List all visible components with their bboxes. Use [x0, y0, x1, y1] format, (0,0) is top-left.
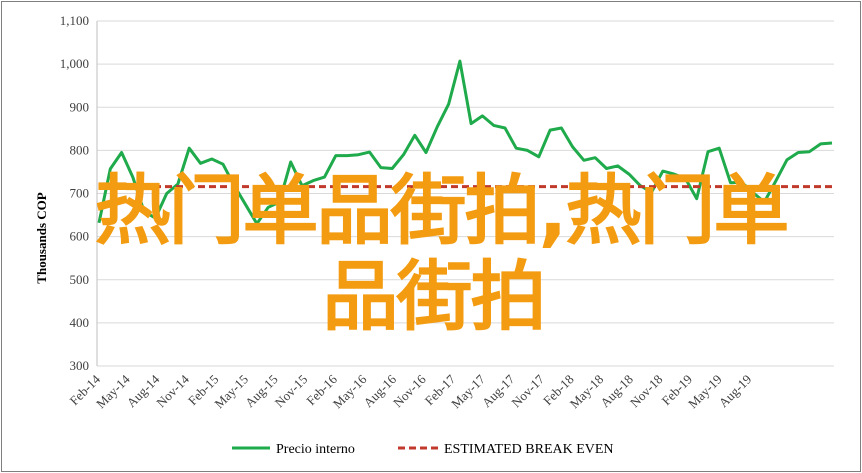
x-tick-label: May-14	[93, 371, 133, 411]
gridlines	[96, 20, 834, 367]
y-tick-label: 1,000	[60, 56, 89, 71]
x-tick-label: May-16	[330, 371, 370, 411]
x-tick-label: Nov-17	[508, 371, 547, 410]
x-tick-label: Nov-14	[153, 371, 192, 410]
y-tick-labels: 300 400 500 600 700 800 900 1,000 1,100	[60, 13, 89, 373]
legend: Precio interno ESTIMATED BREAK EVEN	[232, 442, 614, 457]
y-tick-label: 400	[70, 315, 90, 330]
y-tick-label: 900	[70, 99, 90, 114]
y-tick-label: 800	[70, 142, 90, 157]
x-tick-label: Aug-18	[597, 372, 636, 411]
y-tick-label: 300	[70, 358, 90, 373]
x-tick-labels: Feb-14May-14Aug-14Nov-14Feb-15May-15Aug-…	[66, 371, 754, 411]
x-tick-label: May-18	[567, 372, 607, 412]
legend-label-precio-interno: Precio interno	[276, 442, 355, 457]
x-tick-label: Nov-16	[390, 371, 429, 410]
x-tick-label: May-19	[685, 372, 725, 412]
y-tick-label: 1,100	[60, 13, 89, 28]
x-tick-label: Nov-18	[627, 372, 666, 411]
x-tick-label: Aug-15	[242, 372, 281, 411]
y-tick-label: 500	[70, 272, 90, 287]
y-tick-label: 600	[70, 229, 90, 244]
y-axis-label: Thousands COP	[34, 192, 49, 283]
x-tick-label: Nov-15	[272, 372, 311, 411]
x-tick-label: May-15	[211, 372, 251, 412]
series-line-precio-interno	[97, 59, 833, 226]
x-tick-label: Aug-19	[716, 372, 755, 411]
legend-label-break-even: ESTIMATED BREAK EVEN	[444, 442, 614, 457]
y-tick-label: 700	[70, 186, 90, 201]
series-lines	[97, 59, 833, 226]
x-tick-label: May-17	[448, 371, 488, 411]
